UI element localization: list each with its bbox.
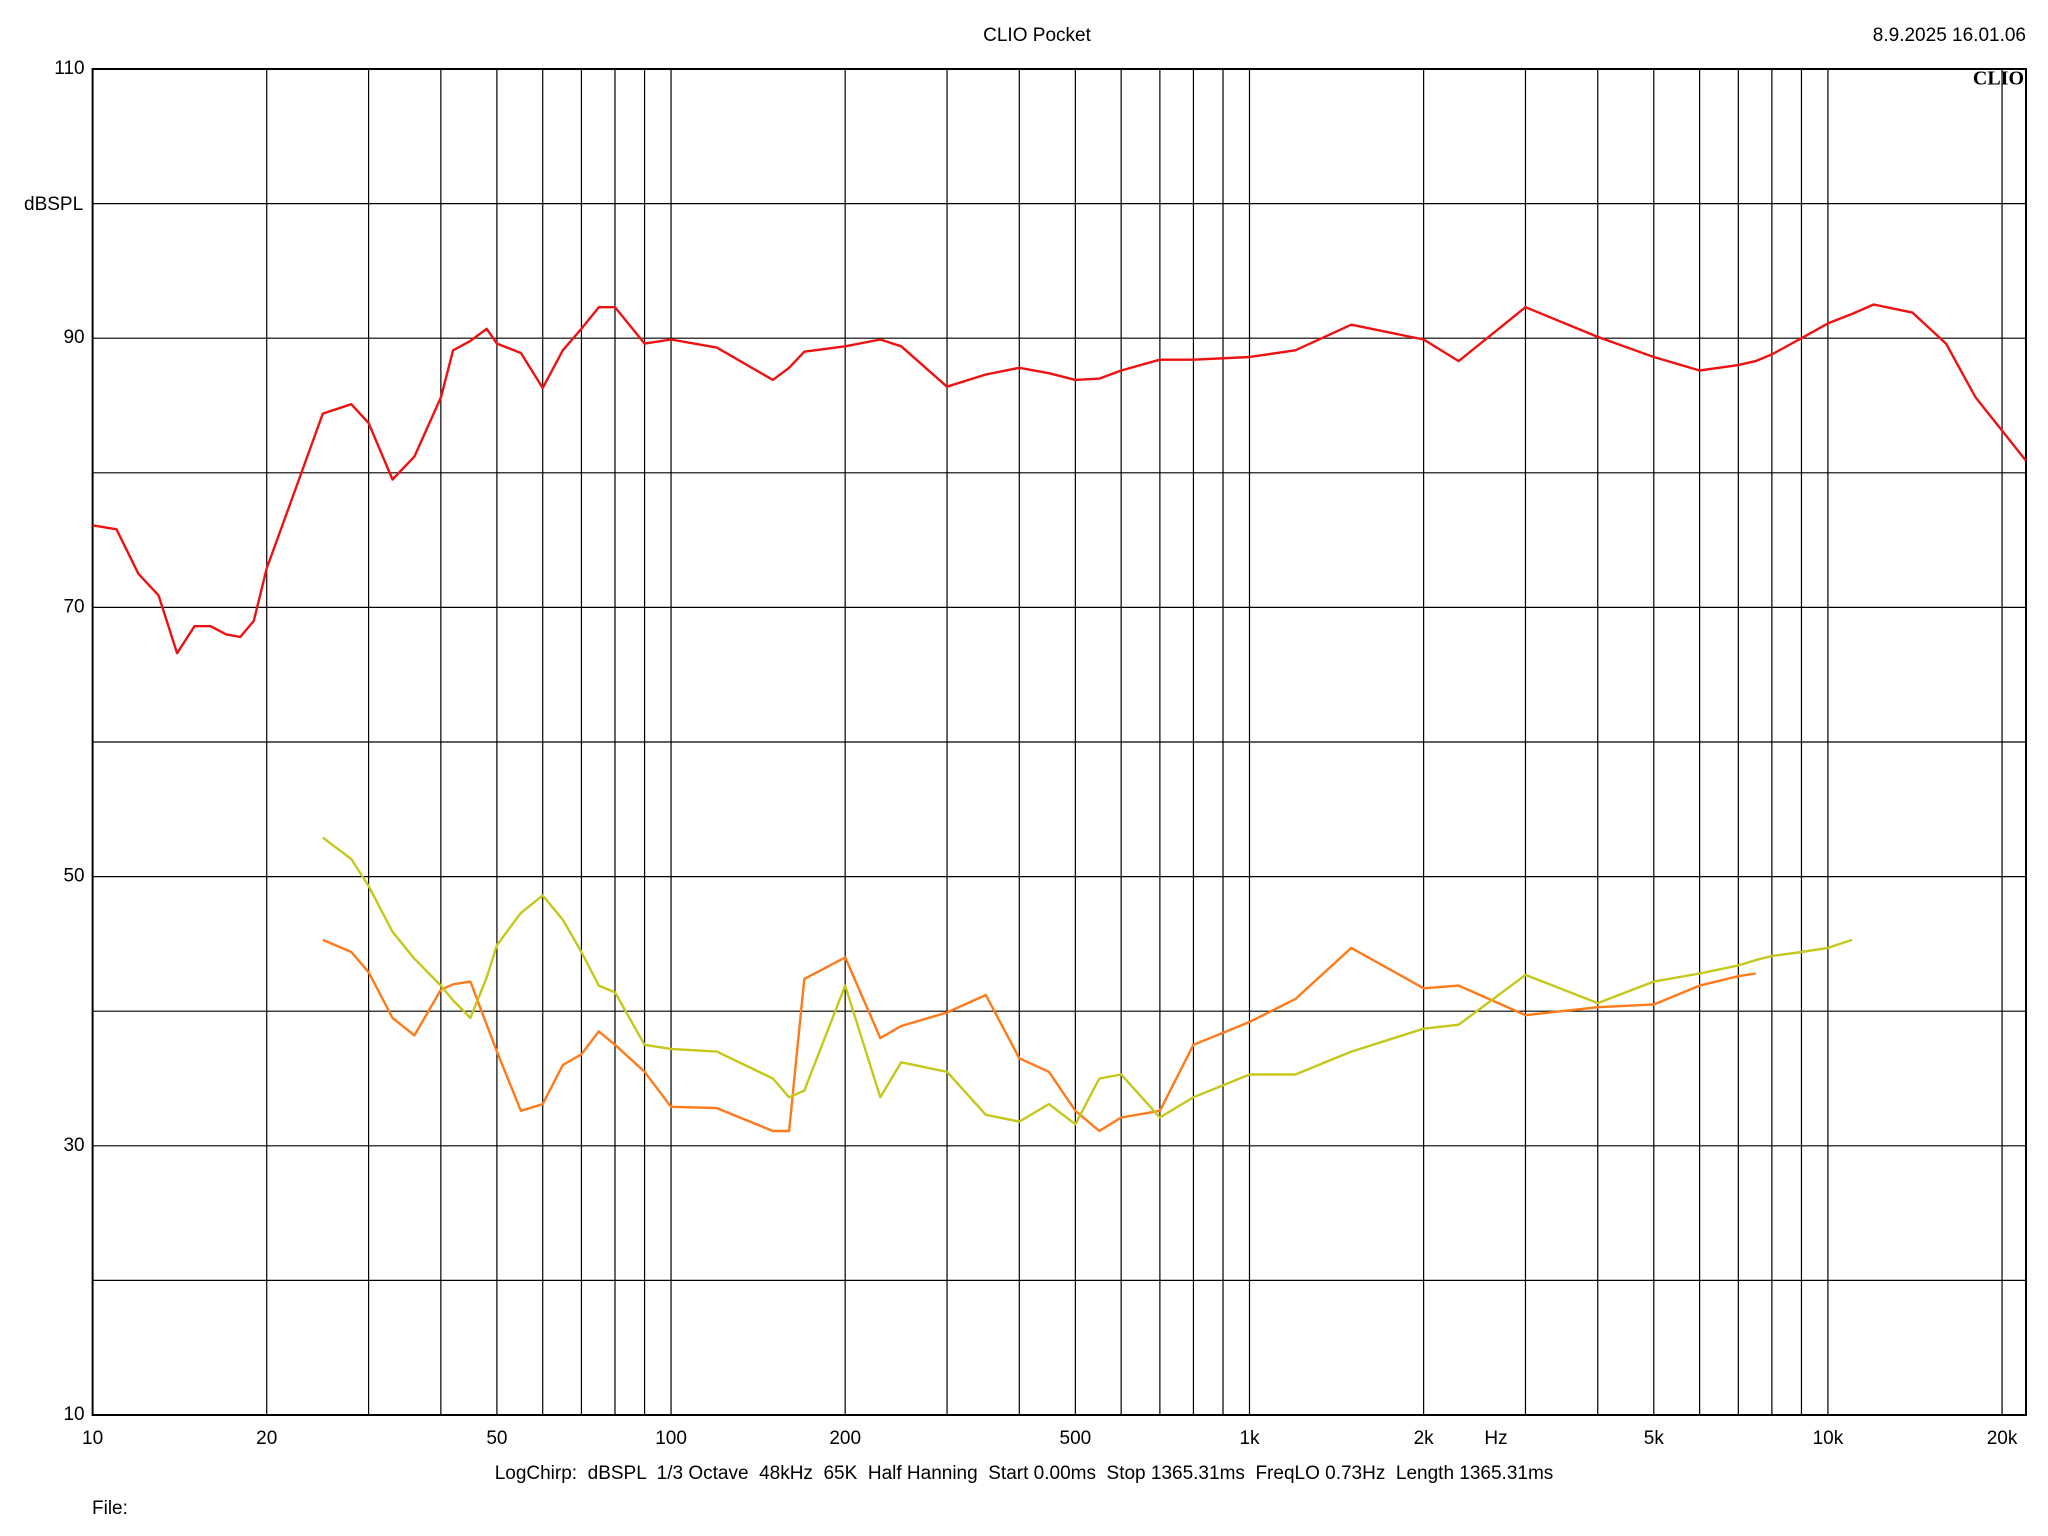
x-tick-label: 1k [1239,1428,1260,1449]
series-line [92,303,2027,655]
y-tick-label: 70 [63,596,84,617]
plot-frame [91,68,2028,1416]
timestamp: 8.9.2025 16.01.06 [1873,25,2026,46]
x-unit-label: Hz [1484,1428,1507,1449]
x-tick-label: 500 [1060,1428,1092,1449]
x-tick-label: 20 [256,1428,277,1449]
x-tick-label: 200 [829,1428,861,1449]
file-label: File: [92,1498,128,1519]
series-line [322,836,1853,1126]
footer: LogChirp: dBSPL 1/3 Octave 48kHz 65K Hal… [495,1463,1554,1484]
x-tick-label: 100 [655,1428,687,1449]
series-line [322,938,1756,1133]
brand-logo: CLIO [1973,68,2024,90]
x-tick-label: 2k [1414,1428,1435,1449]
x-tick-label: 50 [486,1428,507,1449]
y-axis-label: dBSPL [24,194,83,215]
x-tick-label: 10k [1813,1428,1844,1449]
y-tick-label: 90 [63,327,84,348]
x-tick-label: 20k [1987,1428,2018,1449]
y-tick-label: 110 [54,58,84,79]
y-tick-label: 10 [63,1404,84,1425]
x-tick-label: 5k [1644,1428,1665,1449]
y-tick-label: 50 [63,866,84,887]
y-tick-label: 30 [63,1135,84,1156]
chart-title: CLIO Pocket [983,25,1091,46]
x-tick-label: 10 [82,1428,103,1449]
